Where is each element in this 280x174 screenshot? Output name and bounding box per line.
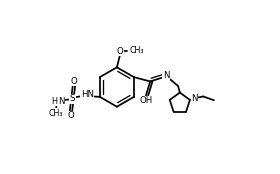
Text: OH: OH	[140, 96, 153, 105]
Text: N: N	[163, 71, 169, 80]
Text: O: O	[71, 77, 77, 86]
Text: N: N	[191, 94, 198, 103]
Text: CH₃: CH₃	[129, 46, 144, 55]
Text: O: O	[68, 111, 74, 120]
Text: HN: HN	[81, 90, 94, 99]
Text: S: S	[70, 94, 75, 103]
Text: N: N	[58, 97, 65, 106]
Text: H: H	[51, 97, 57, 106]
Text: O: O	[116, 47, 123, 56]
Text: CH₃: CH₃	[49, 109, 64, 118]
